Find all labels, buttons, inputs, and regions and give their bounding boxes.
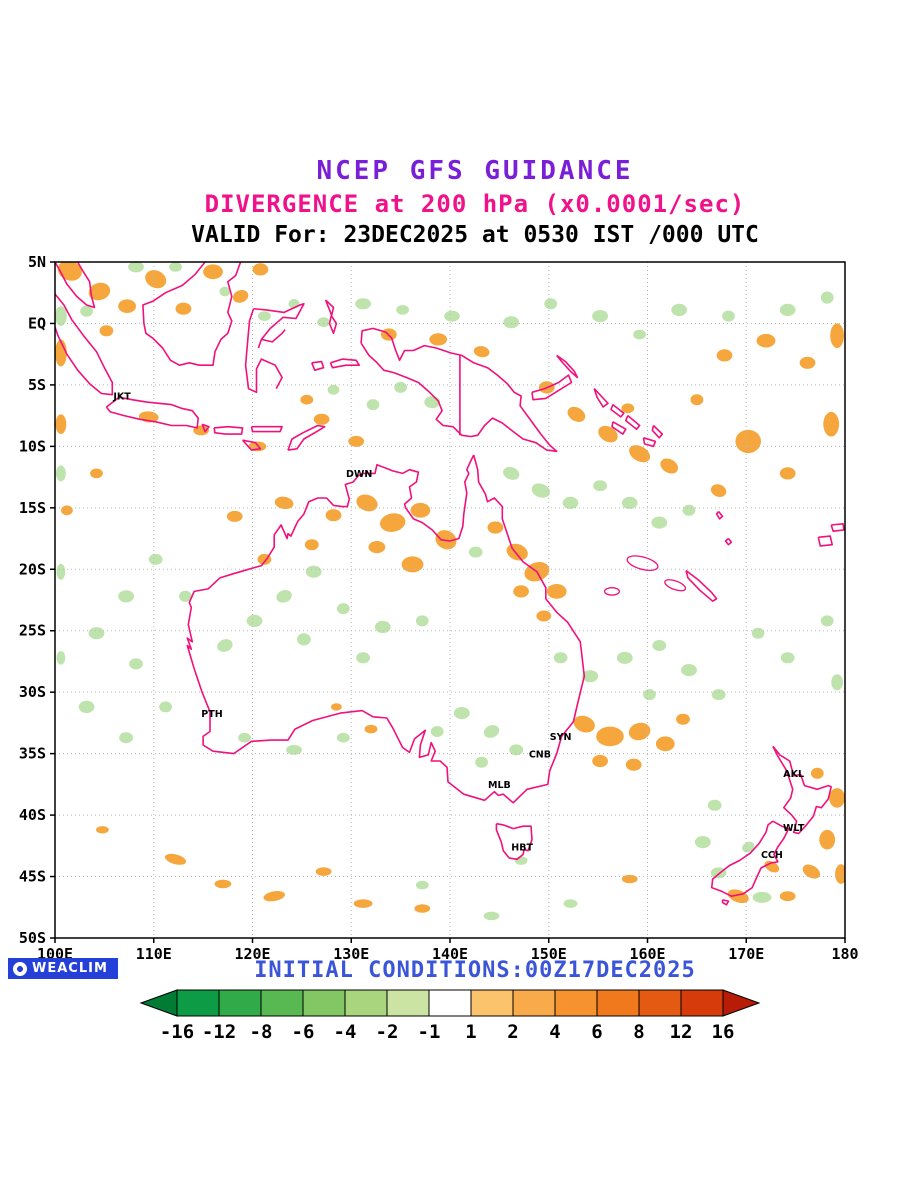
chart-subtitle: DIVERGENCE at 200 hPa (x0.0001/sec): [204, 190, 746, 218]
svg-text:40S: 40S: [19, 806, 46, 824]
colorbar: -16 -12 -8 -6 -4 -2 -1 1 2 4 6 8 12 16: [139, 989, 761, 1043]
svg-text:HBT: HBT: [511, 843, 533, 854]
weaclim-logo[interactable]: WEACLIM: [8, 958, 118, 979]
svg-text:-16: -16: [160, 1021, 194, 1043]
divergence-contours: [603, 555, 687, 596]
svg-text:JKT: JKT: [112, 392, 131, 403]
svg-text:45S: 45S: [19, 868, 46, 886]
plot-frame: [54, 261, 846, 939]
svg-text:180: 180: [831, 945, 858, 963]
shaded-regions-positive: [55, 262, 845, 913]
initial-conditions-label: INITIAL CONDITIONS:00Z17DEC2025: [254, 958, 696, 983]
title-block: NCEP GFS GUIDANCE DIVERGENCE at 200 hPa …: [50, 156, 900, 248]
svg-text:12: 12: [670, 1021, 693, 1043]
svg-text:PTH: PTH: [201, 709, 222, 720]
svg-text:160E: 160E: [629, 945, 665, 963]
svg-text:35S: 35S: [19, 745, 46, 763]
colorbar-cell: [512, 989, 556, 1017]
svg-text:8: 8: [633, 1021, 644, 1043]
svg-text:SYN: SYN: [550, 732, 572, 743]
coastlines: [55, 262, 845, 906]
svg-text:-6: -6: [292, 1021, 315, 1043]
svg-text:170E: 170E: [728, 945, 764, 963]
colorbar-cell: [470, 989, 514, 1017]
logo-text: WEACLIM: [32, 961, 108, 976]
svg-text:4: 4: [549, 1021, 560, 1043]
colorbar-tick-labels: -16 -12 -8 -6 -4 -2 -1 1 2 4 6 8 12 16: [160, 1021, 735, 1043]
colorbar-cell: [638, 989, 682, 1017]
svg-text:50S: 50S: [19, 929, 46, 947]
colorbar-cell: [386, 989, 430, 1017]
logo-circle-icon: [13, 961, 27, 976]
svg-text:CCH: CCH: [761, 850, 783, 861]
shaded-regions-negative: [55, 262, 843, 921]
colorbar-cell: [428, 989, 472, 1017]
colorbar-cell: [260, 989, 304, 1017]
svg-text:150E: 150E: [531, 945, 567, 963]
station-labels: JKT DWN PTH SYN CNB MLB HBT AKL WLT CCH: [112, 392, 805, 861]
svg-text:DWN: DWN: [346, 469, 372, 480]
svg-text:CNB: CNB: [529, 749, 551, 760]
colorbar-cell: [344, 989, 388, 1017]
colorbar-cell: [176, 989, 220, 1017]
chart-title: NCEP GFS GUIDANCE: [316, 156, 634, 186]
svg-text:25S: 25S: [19, 622, 46, 640]
colorbar-cell: [218, 989, 262, 1017]
svg-text:WLT: WLT: [783, 823, 805, 834]
map-layers: JKT DWN PTH SYN CNB MLB HBT AKL WLT CCH: [55, 262, 845, 938]
svg-text:30S: 30S: [19, 683, 46, 701]
svg-text:MLB: MLB: [488, 780, 511, 791]
axis-labels: 100E 110E 120E 130E 140E 150E 160E 170E 1805NEQ5…: [19, 253, 859, 963]
svg-text:6: 6: [591, 1021, 602, 1043]
svg-text:20S: 20S: [19, 560, 46, 578]
svg-text:10S: 10S: [19, 437, 46, 455]
svg-text:-8: -8: [250, 1021, 273, 1043]
svg-text:-2: -2: [376, 1021, 399, 1043]
svg-text:120E: 120E: [234, 945, 270, 963]
colorbar-cell: [596, 989, 640, 1017]
svg-text:5S: 5S: [28, 376, 46, 394]
chart-valid-line: VALID For: 23DEC2025 at 0530 IST /000 UT…: [191, 222, 759, 248]
svg-text:-12: -12: [202, 1021, 236, 1043]
svg-text:15S: 15S: [19, 499, 46, 517]
svg-text:AKL: AKL: [783, 769, 804, 780]
svg-text:1: 1: [465, 1021, 476, 1043]
colorbar-cell: [554, 989, 598, 1017]
svg-text:2: 2: [507, 1021, 518, 1043]
axis-ticks: [50, 261, 846, 943]
svg-text:-4: -4: [334, 1021, 357, 1043]
colorbar-cell: [302, 989, 346, 1017]
svg-text:130E: 130E: [333, 945, 369, 963]
svg-text:EQ: EQ: [28, 314, 46, 332]
svg-text:5N: 5N: [28, 253, 46, 271]
svg-text:16: 16: [712, 1021, 735, 1043]
svg-text:-1: -1: [418, 1021, 441, 1043]
colorbar-cell: [680, 989, 724, 1017]
colorbar-arrow-left: [139, 989, 178, 1017]
svg-text:110E: 110E: [136, 945, 172, 963]
svg-text:140E: 140E: [432, 945, 468, 963]
grid-lines: [55, 262, 845, 938]
colorbar-arrow-right: [722, 989, 761, 1017]
